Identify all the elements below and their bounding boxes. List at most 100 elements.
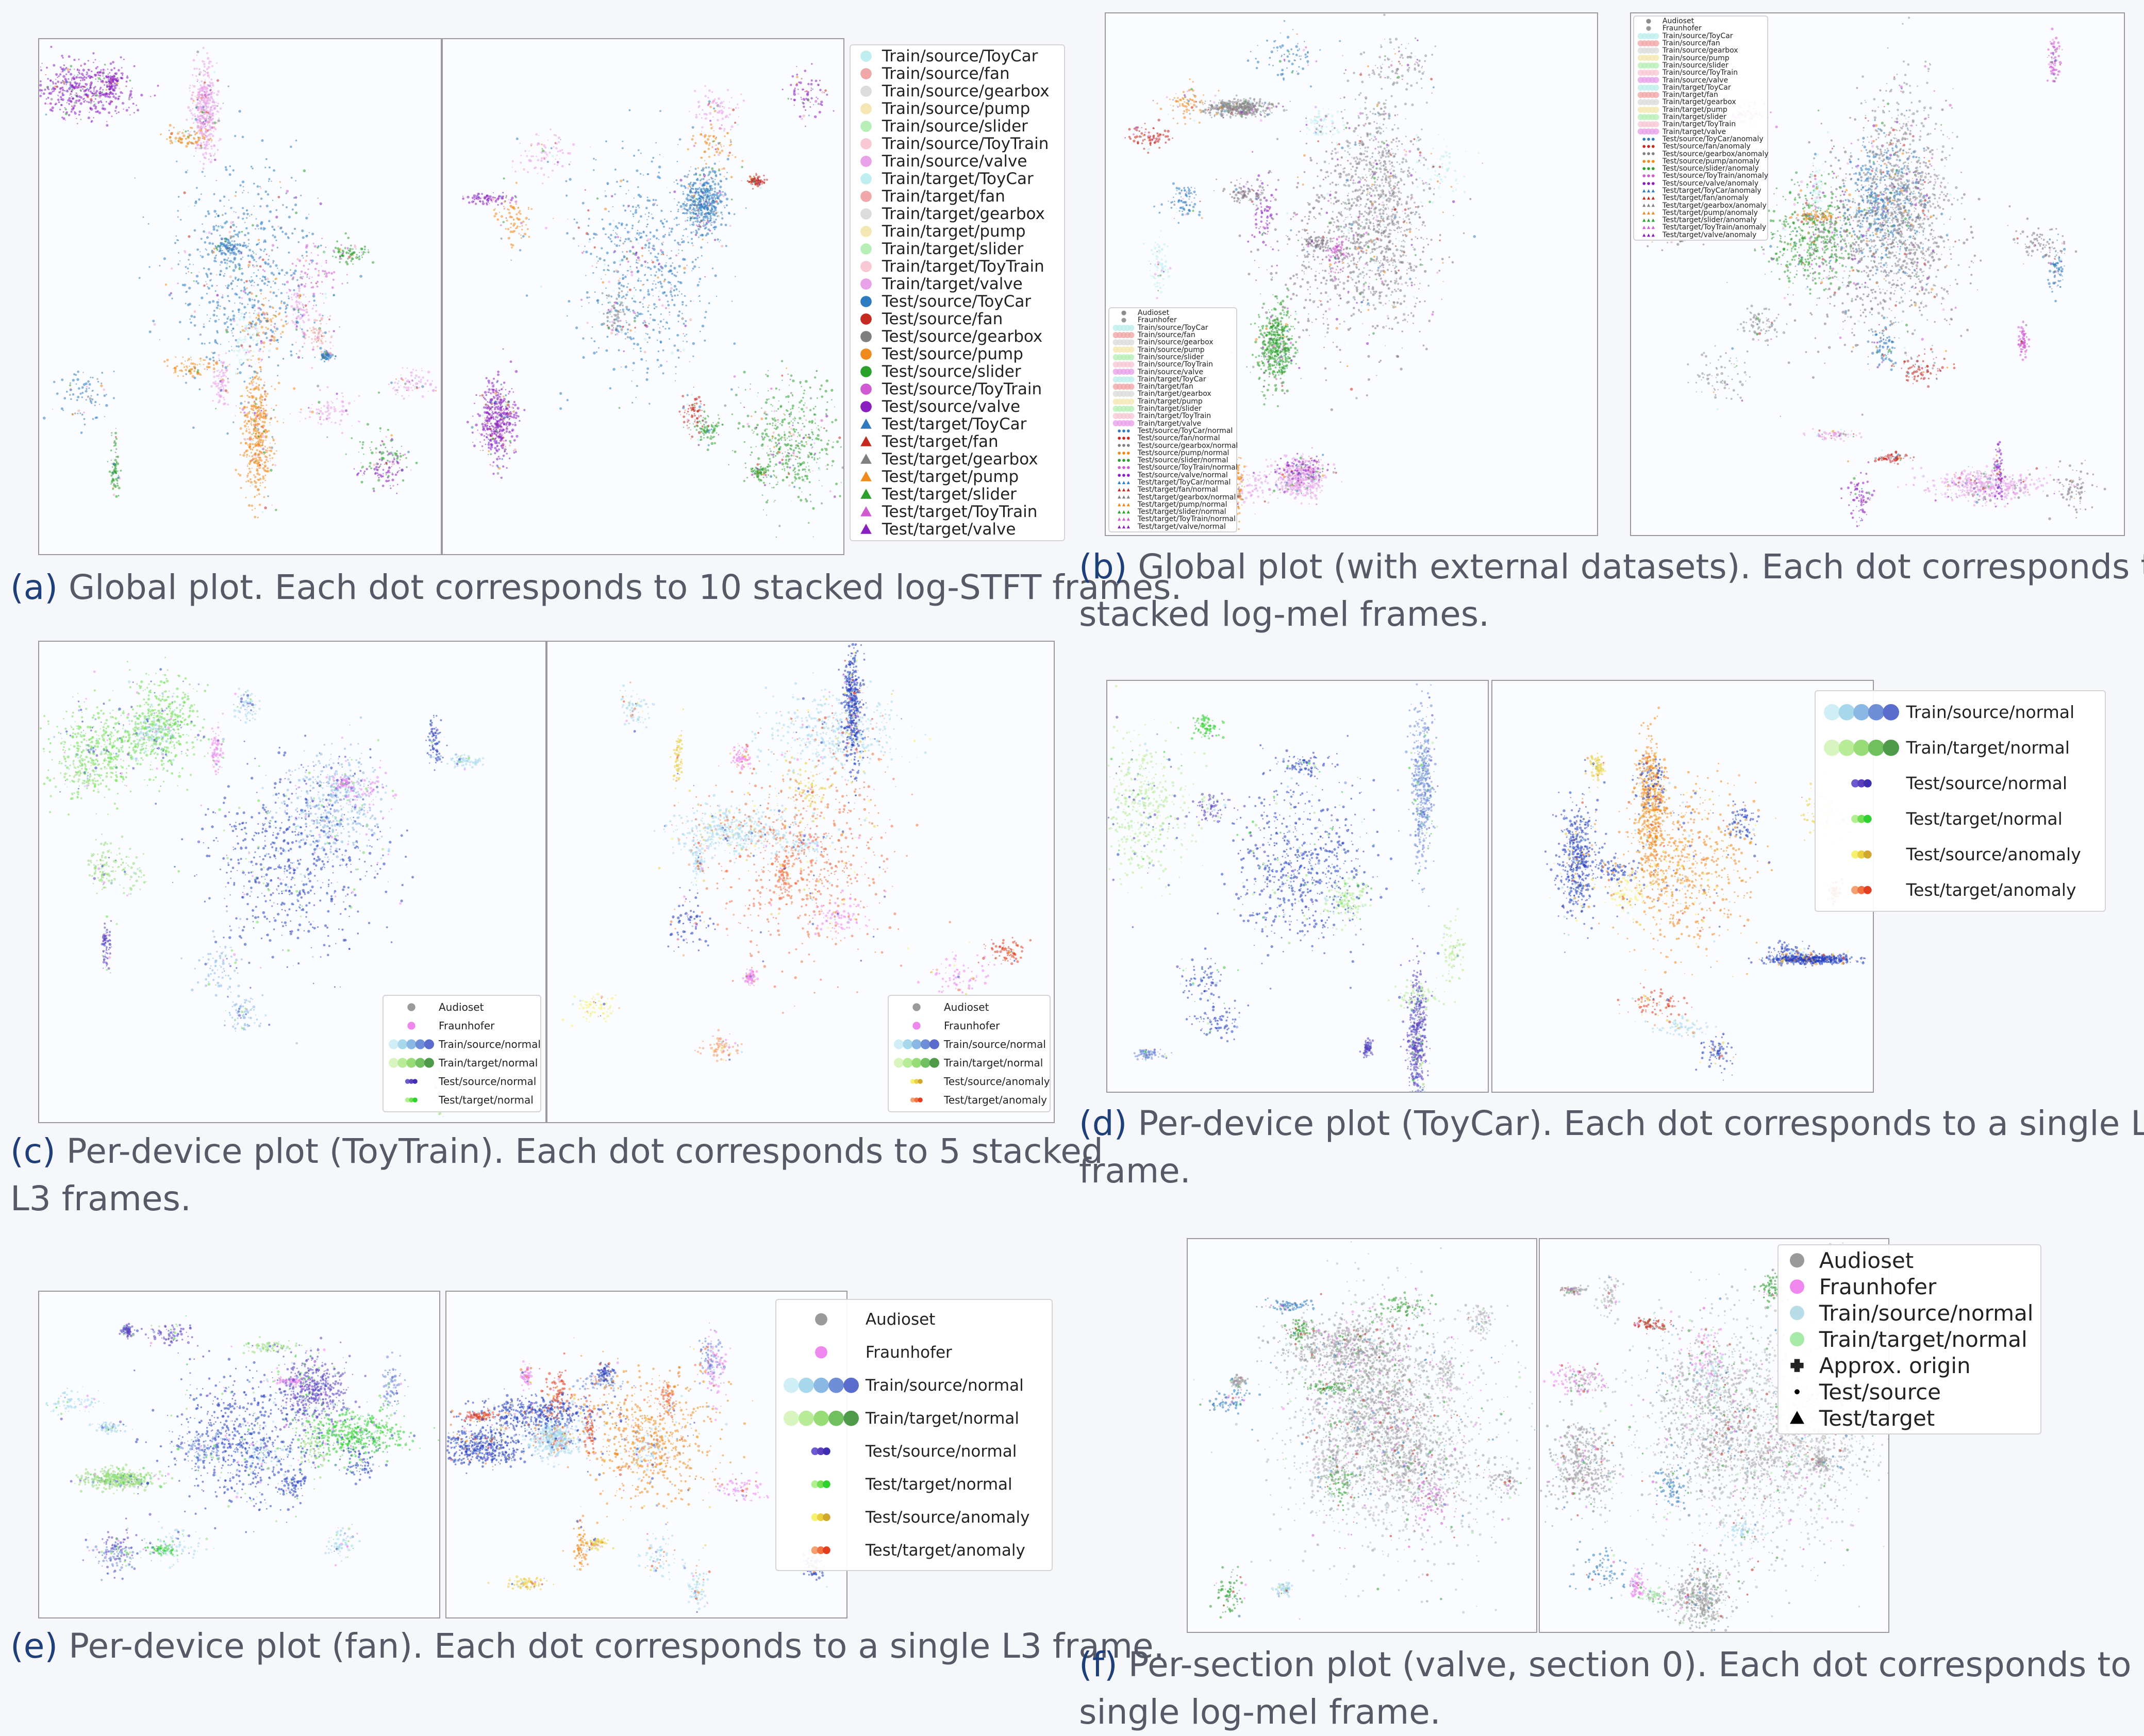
scatter-point [404,454,406,456]
scatter-point [304,342,306,344]
scatter-point [219,374,221,376]
scatter-point [129,90,132,93]
scatter-point [257,243,259,245]
scatter-point [195,104,198,107]
scatter-point [203,82,204,84]
scatter-point [255,397,258,400]
scatter-point [315,329,318,331]
scatter-point [797,465,800,468]
scatter-point [310,329,312,331]
scatter-point [206,105,210,109]
scatter-point [272,244,275,247]
scatter-point [783,466,785,468]
scatter-point [387,428,390,431]
scatter-point [323,335,325,337]
scatter-point [276,450,277,452]
scatter-point [246,287,248,289]
scatter-point [71,108,74,111]
scatter-point [318,313,322,316]
scatter-point [811,420,814,423]
scatter-point [257,307,260,310]
scatter-point [71,77,73,79]
scatter-point [378,391,380,394]
scatter-point [331,421,333,423]
scatter-point [239,359,240,361]
scatter-point [232,169,235,172]
scatter-point [802,461,805,464]
scatter-point [209,108,212,110]
scatter-point [716,211,719,214]
scatter-point [257,456,259,458]
scatter-point [789,415,791,418]
scatter-point [187,268,189,270]
scatter-point [265,205,269,208]
scatter-point [222,294,223,296]
scatter-point [409,383,411,385]
scatter-point [193,229,196,232]
scatter-point [261,398,263,402]
scatter-point [193,137,195,139]
scatter-point [187,106,190,109]
scatter-point [203,97,205,98]
scatter-point [198,129,200,131]
scatter-point [111,463,112,464]
scatter-point [69,86,72,89]
scatter-point [223,372,225,373]
scatter-point [262,416,265,420]
scatter-point [699,198,701,200]
scatter-point [259,278,261,279]
scatter-point [205,118,206,120]
scatter-point [260,410,262,412]
scatter-point [229,165,231,168]
scatter-point [209,81,210,83]
scatter-point [247,304,249,305]
scatter-point [200,110,202,112]
scatter-point [220,253,223,256]
scatter-point [831,464,833,466]
scatter-point [311,366,313,369]
scatter-point [300,270,303,273]
scatter-point [68,114,71,116]
scatter-point [828,440,830,442]
scatter-point [262,444,264,446]
scatter-point [361,467,362,469]
scatter-point [225,263,228,266]
scatter-point [802,396,804,399]
scatter-point [98,71,102,74]
scatter-point [708,173,710,176]
scatter-point [378,458,381,461]
scatter-point [323,356,325,358]
scatter-point [427,391,429,392]
scatter-point [774,424,776,427]
scatter-point [126,76,129,79]
scatter-point [269,291,272,293]
scatter-point [251,421,253,423]
scatter-point [387,475,390,477]
scatter-point [261,432,264,435]
scatter-point [420,378,422,381]
scatter-point [208,85,211,88]
scatter-point [228,350,230,352]
scatter-point [347,252,350,254]
scatter-point [253,259,256,261]
scatter-point [224,261,226,264]
scatter-point [65,90,67,92]
scatter-point [336,392,338,395]
scatter-point [689,224,691,226]
scatter-point [104,416,106,418]
scatter-point [258,362,260,363]
scatter-point [115,463,117,465]
scatter-point [217,79,219,81]
scatter-point [114,452,116,453]
scatter-point [205,215,207,218]
scatter-point [228,230,231,233]
scatter-point [230,323,232,326]
scatter-point [90,101,92,104]
scatter-point [244,292,247,294]
scatter-point [815,406,817,408]
scatter-point [390,439,393,442]
scatter-point [310,281,312,284]
scatter-point [177,375,179,377]
scatter-point [391,460,394,463]
scatter-point [327,407,329,409]
